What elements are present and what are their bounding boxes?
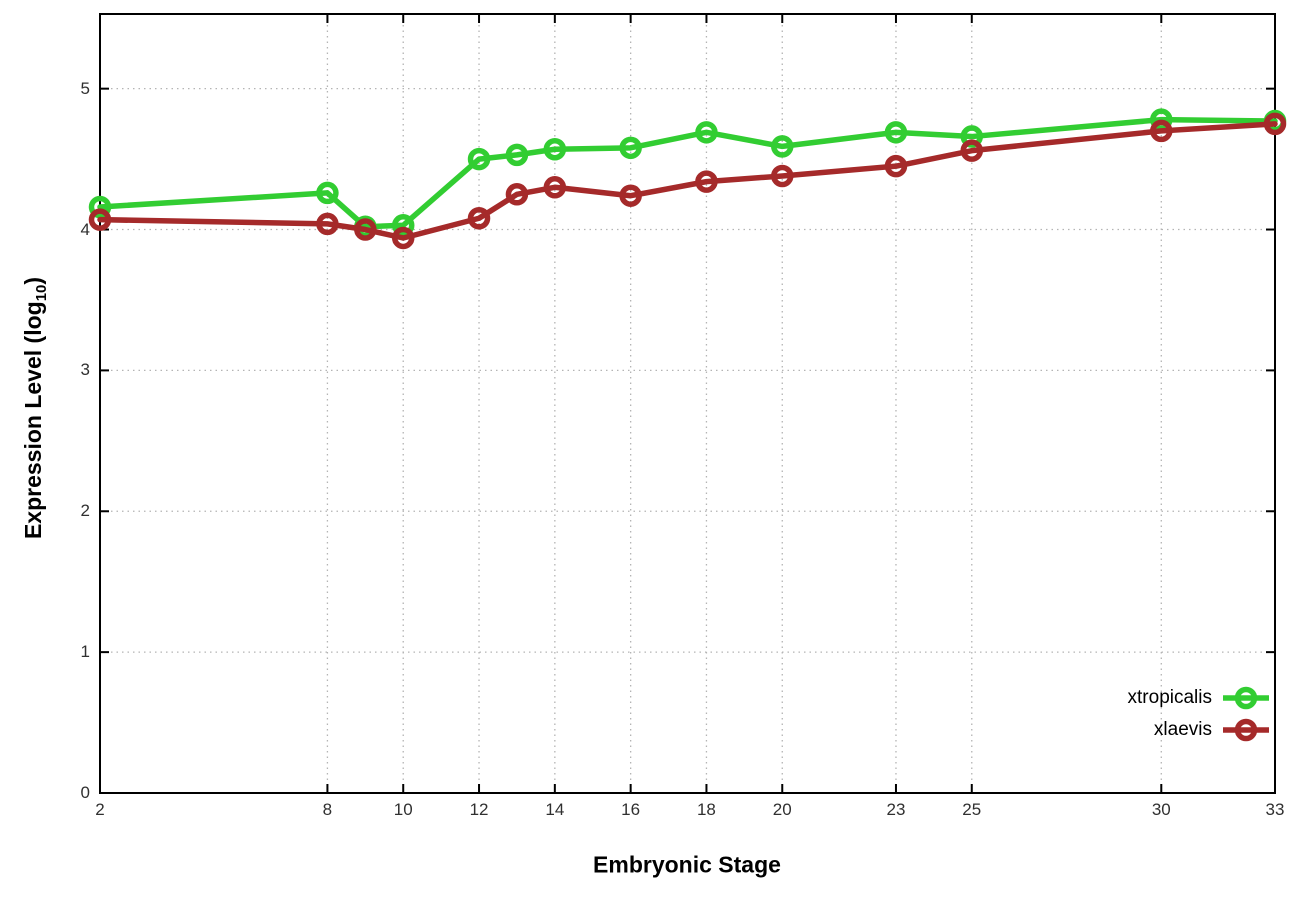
data-point-xlaevis <box>960 139 984 162</box>
x-axis-title: Embryonic Stage <box>593 851 781 878</box>
data-point-xtropicalis <box>505 143 529 167</box>
data-point-xtropicalis <box>960 125 984 148</box>
x-tick-label: 12 <box>469 800 489 819</box>
data-point-xlaevis <box>1263 112 1287 136</box>
data-point-xlaevis <box>771 164 794 188</box>
data-point-xlaevis <box>619 184 642 207</box>
y-tick-label: 1 <box>80 642 90 662</box>
y-tick-label: 3 <box>80 360 90 380</box>
legend-row-xtropicalis: xtropicalis <box>1128 682 1270 714</box>
data-point-xlaevis <box>695 170 718 193</box>
data-point-xlaevis <box>505 183 529 206</box>
x-tick-label: 33 <box>1265 800 1285 819</box>
legend-line-marker-icon <box>1222 717 1270 743</box>
data-point-xtropicalis <box>467 147 491 171</box>
data-point-xtropicalis <box>543 137 567 161</box>
data-point-xtropicalis <box>1150 108 1173 131</box>
legend-sample-xtropicalis <box>1223 686 1269 710</box>
data-point-xtropicalis <box>771 135 794 158</box>
data-point-xlaevis <box>884 154 908 178</box>
data-point-xlaevis <box>467 207 491 230</box>
legend-sample-xlaevis <box>1223 718 1269 742</box>
x-tick-label: 18 <box>696 800 716 819</box>
data-point-xlaevis <box>1150 119 1173 143</box>
data-point-xtropicalis <box>88 195 112 219</box>
y-tick-label: 2 <box>80 501 90 521</box>
legend-label-xtropicalis: xtropicalis <box>1127 687 1212 708</box>
plot-border <box>99 13 1276 794</box>
x-tick-label: 20 <box>772 800 792 819</box>
x-tick-label: 16 <box>621 800 641 819</box>
x-tick-label: 25 <box>962 800 982 819</box>
data-point-xlaevis <box>543 176 567 199</box>
x-tick-label: 14 <box>545 800 565 819</box>
y-axis-title-subscript: 10 <box>33 284 50 302</box>
x-tick-label: 30 <box>1151 800 1171 819</box>
legend: xtropicalis xlaevis <box>1128 682 1270 746</box>
x-tick-label: 10 <box>393 800 413 819</box>
legend-label-xlaevis: xlaevis <box>1153 719 1212 740</box>
data-point-xtropicalis <box>695 121 718 144</box>
y-tick-label: 0 <box>80 783 90 802</box>
data-point-xtropicalis <box>619 136 642 160</box>
data-point-xlaevis <box>391 226 415 250</box>
legend-row-xlaevis: xlaevis <box>1128 714 1270 746</box>
data-point-xlaevis <box>316 212 339 236</box>
y-axis-title-text: Expression Level (log <box>20 301 46 540</box>
data-point-xlaevis <box>354 218 377 241</box>
data-point-xtropicalis <box>884 121 908 144</box>
data-point-xtropicalis <box>391 214 415 237</box>
legend-line-marker-icon <box>1222 685 1270 711</box>
series-line-xlaevis <box>97 121 1278 241</box>
x-tick-label: 2 <box>95 800 105 819</box>
y-axis-title-suffix: ) <box>20 276 46 285</box>
data-point-xtropicalis <box>316 181 339 205</box>
data-point-xlaevis <box>88 208 112 231</box>
x-tick-label: 23 <box>886 800 906 819</box>
y-tick-label: 5 <box>80 78 90 98</box>
x-tick-label: 8 <box>322 800 333 819</box>
y-tick-label: 4 <box>80 219 90 239</box>
y-axis-title: Expression Level (log10) <box>20 277 50 539</box>
